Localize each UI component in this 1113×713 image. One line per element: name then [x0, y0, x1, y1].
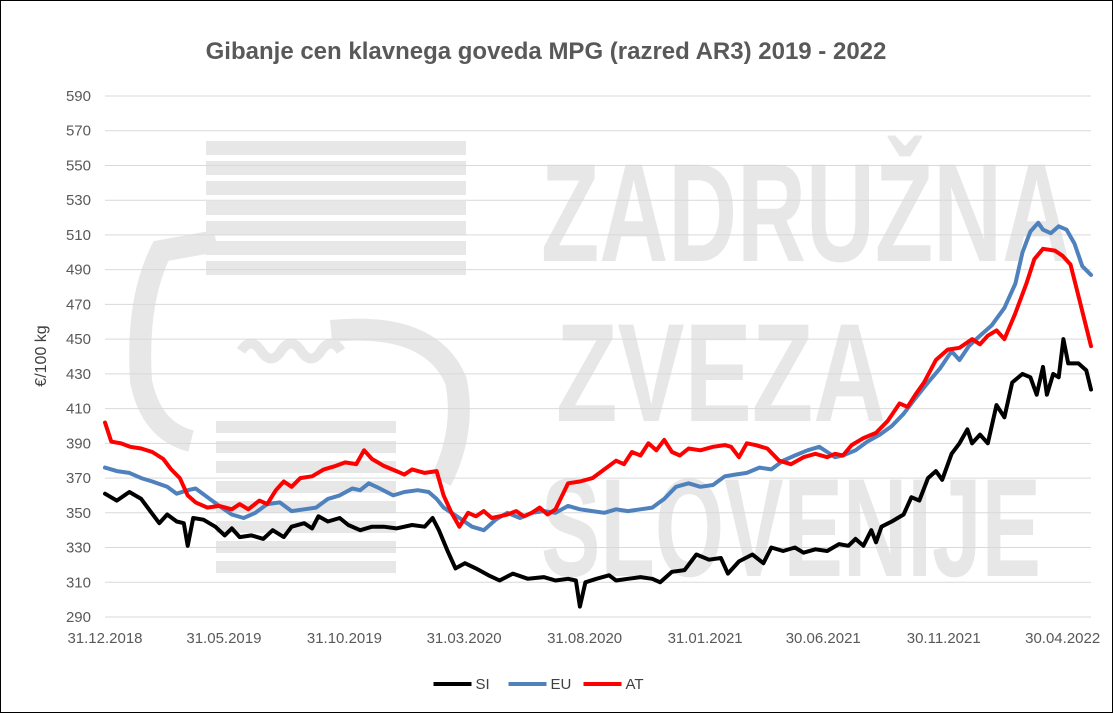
x-tick-label: 31.12.2018: [67, 630, 142, 647]
y-tick-label: 390: [66, 435, 91, 452]
y-tick-label: 450: [66, 331, 91, 348]
y-tick-label: 290: [66, 609, 91, 626]
x-tick-label: 30.11.2021: [907, 630, 981, 647]
legend: SI EU AT: [433, 676, 644, 693]
y-tick-label: 550: [66, 157, 91, 174]
x-tick-label: 31.03.2020: [427, 630, 502, 647]
series-line-eu: [103, 220, 1093, 533]
x-tick-label: 31.08.2020: [547, 630, 622, 647]
x-tick-label: 30.06.2021: [786, 630, 861, 647]
x-tick-label: 31.01.2021: [668, 630, 743, 647]
y-tick-label: 310: [66, 574, 91, 591]
y-tick-label: 570: [66, 123, 91, 140]
y-tick-label: 430: [66, 366, 91, 383]
y-tick-label: 370: [66, 470, 91, 487]
y-tick-label: 330: [66, 540, 91, 557]
y-tick-label: 410: [66, 401, 91, 418]
y-tick-label: 530: [66, 192, 91, 209]
watermark-line-2: ZVEZA: [556, 294, 886, 451]
series-line-si: [103, 337, 1093, 609]
legend-label-eu: EU: [551, 676, 572, 693]
y-axis-label: €/100 kg: [33, 325, 50, 386]
y-axis-ticks: 290 310 330 350 370 390 410 430 450 470 490 510 530 5…: [66, 88, 91, 626]
legend-label-at: AT: [626, 676, 644, 693]
x-tick-label: 31.10.2019: [307, 630, 382, 647]
watermark-line-1: ZADRUŽNA: [541, 134, 1071, 291]
x-tick-label: 31.05.2019: [186, 630, 261, 647]
x-tick-label: 30.04.2022: [1025, 630, 1100, 647]
y-tick-label: 510: [66, 227, 91, 244]
series-line-at: [103, 246, 1093, 529]
chart-title: Gibanje cen klavnega goveda MPG (razred …: [206, 38, 887, 65]
y-tick-label: 350: [66, 505, 91, 522]
y-tick-label: 590: [66, 88, 91, 105]
legend-label-si: SI: [476, 676, 490, 693]
y-tick-label: 470: [66, 296, 91, 313]
series-lines: [103, 220, 1093, 609]
x-axis-ticks: 31.12.2018 31.05.2019 31.10.2019 31.03.2020…: [67, 630, 1100, 647]
y-tick-label: 490: [66, 262, 91, 279]
